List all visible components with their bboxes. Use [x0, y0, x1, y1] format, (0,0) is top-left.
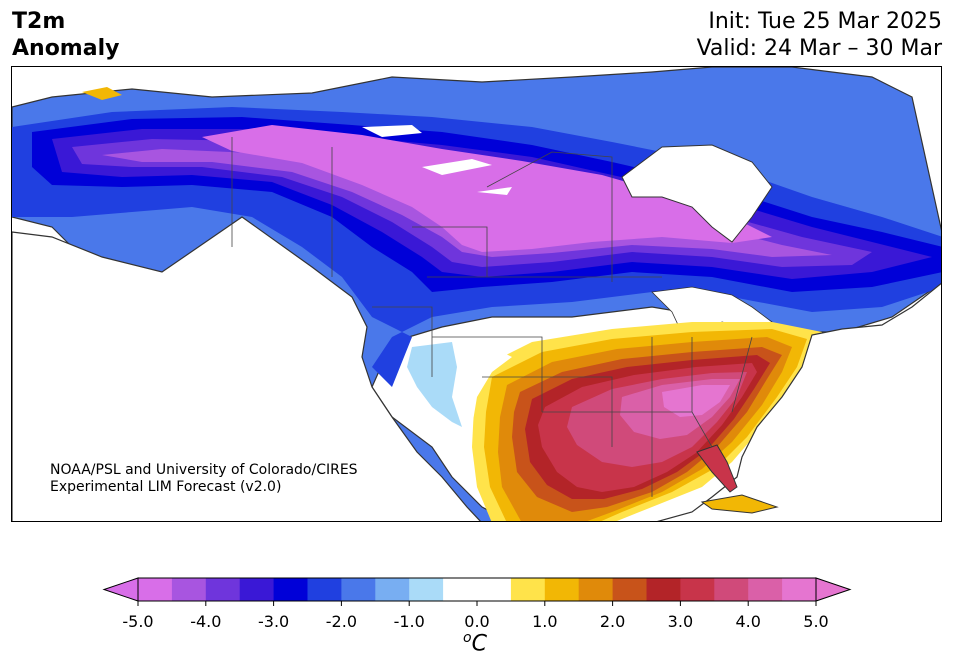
colorbar-segment: [307, 578, 342, 601]
credit-line-1: NOAA/PSL and University of Colorado/CIRE…: [50, 462, 358, 478]
colorbar-tick-label: 2.0: [600, 612, 625, 631]
colorbar-segment: [544, 578, 580, 601]
band-light-blue: [407, 342, 462, 427]
colorbar-tick-label: 3.0: [668, 612, 693, 631]
colorbar-ticks: -5.0 -4.0 -3.0 -2.0 -1.0 0.0 1.0 2.0 3.0 4.0 5.0: [122, 601, 829, 631]
colorbar-segment: [205, 578, 241, 601]
band-neutral: [442, 347, 512, 427]
colorbar-segment: [578, 578, 614, 601]
map-title: T2m Anomaly: [12, 8, 119, 62]
colorbar-tick-label: -4.0: [190, 612, 221, 631]
colorbar-segment: [714, 578, 749, 601]
colorbar-segment: [477, 578, 512, 601]
title-variable: T2m: [12, 9, 66, 34]
colorbar-segment: [375, 578, 410, 601]
init-date: Init: Tue 25 Mar 2025: [708, 9, 942, 34]
borders: [231, 137, 753, 497]
alaska-warm-spot: [82, 87, 122, 100]
cuba: [700, 494, 779, 514]
band-hot-pink: [662, 385, 730, 417]
colorbar-unit: oC: [463, 630, 487, 656]
colorbar-segment: [341, 578, 376, 601]
colorbar-tick-label: -1.0: [394, 612, 425, 631]
colorbar-segment: [748, 578, 783, 601]
colorbar-tick-label: 5.0: [803, 612, 828, 631]
unit-celsius: C: [471, 631, 487, 657]
unit-degree: o: [463, 630, 472, 646]
colorbar-extend-max: [815, 577, 852, 602]
colorbar-segment: [612, 578, 647, 601]
forecast-dates: Init: Tue 25 Mar 2025 Valid: 24 Mar – 30…: [697, 8, 942, 62]
colorbar-extend-min: [102, 577, 139, 602]
atlantic-ocean: [657, 282, 941, 521]
title-type: Anomaly: [12, 36, 120, 61]
colorbar-tick-label: 4.0: [735, 612, 760, 631]
colorbar-tick-label: 0.0: [464, 612, 489, 631]
great-slave-lake: [362, 125, 422, 137]
pacific-ocean: [12, 216, 481, 521]
colorbar-segment: [680, 578, 715, 601]
lake-athabasca: [477, 187, 512, 195]
colorbar-tick-label: 1.0: [532, 612, 557, 631]
hudson-bay: [621, 144, 773, 243]
great-bear-lake: [422, 159, 492, 175]
colorbar-segment: [171, 578, 207, 601]
band-magenta: [202, 125, 772, 252]
colorbar-segment: [782, 578, 817, 601]
colorbar-tick-label: -2.0: [326, 612, 357, 631]
credit-line-2: Experimental LIM Forecast (v2.0): [50, 479, 282, 495]
credit-text: NOAA/PSL and University of Colorado/CIRE…: [50, 462, 358, 496]
colorbar-segment: [138, 578, 173, 601]
colorbar-tick-label: -5.0: [122, 612, 153, 631]
colorbar-segment: [510, 578, 546, 601]
map-svg: [12, 67, 941, 521]
anomaly-map: NOAA/PSL and University of Colorado/CIRE…: [11, 66, 942, 522]
colorbar-segment: [646, 578, 681, 601]
colorbar-segment: [273, 578, 308, 601]
colorbar-tick-label: -3.0: [258, 612, 289, 631]
colorbar-segments: [102, 577, 852, 602]
colorbar-segment: [443, 578, 478, 601]
colorbar-segment: [409, 578, 444, 601]
valid-range: Valid: 24 Mar – 30 Mar: [696, 36, 942, 61]
colorbar-segment: [239, 578, 275, 601]
florida: [696, 444, 738, 493]
